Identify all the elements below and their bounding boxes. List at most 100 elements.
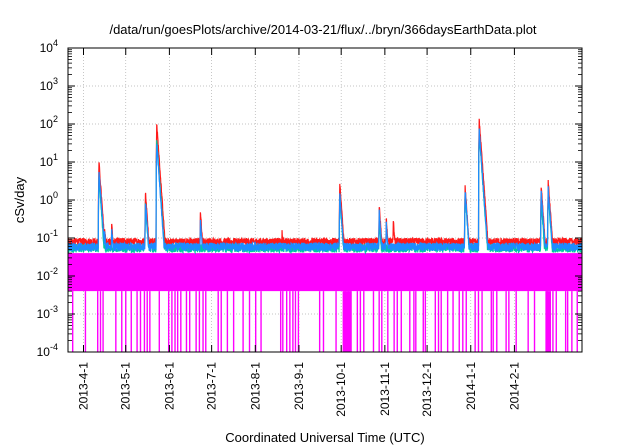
series-magenta-dropout [121, 291, 123, 352]
series-magenta-dropout [496, 291, 498, 352]
series-magenta-dropout [437, 291, 440, 352]
series-magenta-dropout [292, 291, 294, 352]
y-tick-label: 102 [40, 114, 58, 131]
series-magenta-dropout [576, 291, 578, 352]
series-magenta-dropout [381, 291, 383, 352]
series-magenta-dropout [115, 291, 117, 352]
series-magenta-dropout [289, 291, 291, 352]
y-tick-label: 100 [40, 190, 58, 207]
series-magenta-dropout [571, 291, 573, 352]
series-magenta-dropout [434, 291, 437, 352]
series-magenta-dropout [97, 291, 99, 352]
x-tick-label: 2013-5-1 [119, 362, 133, 410]
series-magenta-dropout [195, 291, 197, 352]
x-tick-label: 2014-2-1 [507, 362, 521, 410]
series-magenta-dropout [180, 291, 182, 352]
series-magenta-dropout [99, 291, 102, 352]
series-magenta-dropout [185, 291, 188, 352]
y-tick-label: 101 [40, 152, 58, 169]
series-magenta-dropout [474, 291, 476, 352]
y-tick-label: 103 [40, 76, 58, 93]
x-axis-label: Coordinated Universal Time (UTC) [225, 430, 424, 445]
series-magenta-dropout [136, 291, 138, 352]
series-magenta-dropout [465, 291, 467, 352]
y-axis-label: cSv/day [12, 176, 27, 223]
series-magenta-dropout [462, 291, 464, 352]
series-magenta-dropout [505, 291, 507, 352]
series-magenta-dropout [481, 291, 483, 352]
series-magenta-dropout [149, 291, 151, 352]
y-tick-label: 10-4 [37, 342, 58, 359]
series-magenta-dropout [477, 291, 480, 352]
series-magenta-dropout [217, 291, 219, 352]
series-magenta-dropout [490, 291, 492, 352]
series-magenta-dropout [413, 291, 415, 352]
series-magenta-dropout-block [545, 291, 552, 352]
series-magenta-dropout [415, 291, 417, 352]
series-magenta-dropout [143, 291, 146, 352]
series-magenta-dropout [125, 291, 127, 352]
series-magenta-dropout [359, 291, 362, 352]
series-magenta-dropout [566, 291, 569, 352]
series-blue-line [68, 128, 582, 253]
series-magenta-dropout [492, 291, 494, 352]
series-magenta-dropout [409, 291, 411, 352]
series-magenta-dropout [282, 291, 284, 352]
x-tick-label: 2013-6-1 [162, 362, 176, 410]
x-tick-label: 2013-10-1 [334, 362, 348, 417]
series-magenta-dropout [198, 291, 201, 352]
series-magenta-dropout [452, 291, 454, 352]
series-magenta-dropout [564, 291, 567, 352]
series-magenta-dropout [318, 291, 321, 352]
series-magenta-band [68, 253, 582, 292]
y-tick-label: 10-3 [37, 304, 58, 321]
series-magenta-dropout [248, 291, 251, 352]
series-magenta-dropout [350, 291, 352, 352]
y-tick-label: 10-2 [37, 266, 58, 283]
series-magenta-dropout [226, 291, 229, 352]
series-magenta-dropout [220, 291, 222, 352]
series-magenta-dropout [205, 291, 207, 352]
y-axis-ticks: 10-4 10-3 10-2 10-1 100 101 102 103 104 [37, 38, 582, 359]
series-magenta-dropout [446, 291, 449, 352]
series-magenta-dropout [322, 291, 325, 352]
series-magenta-dropout [255, 291, 257, 352]
series-magenta-dropout [533, 291, 536, 352]
y-tick-label: 104 [40, 38, 58, 55]
series-magenta-dropout [297, 291, 300, 352]
series-magenta-dropout [176, 291, 179, 352]
series-magenta-dropout [102, 291, 104, 352]
x-tick-label: 2013-7-1 [205, 362, 219, 410]
series-magenta-dropout [356, 291, 359, 352]
series-magenta-dropout [158, 291, 160, 352]
series-magenta-dropout [242, 291, 244, 352]
series-magenta-dropout [378, 291, 380, 352]
series-magenta-dropout [202, 291, 204, 352]
series-magenta-dropout [555, 291, 557, 352]
chart-title: /data/run/goesPlots/archive/2014-03-21/f… [109, 22, 536, 37]
series-magenta-dropout [171, 291, 173, 352]
x-axis-ticks: 2013-4-1 2013-5-1 2013-6-1 2013-7-1 2013-8-1… [76, 48, 521, 417]
series-magenta-dropout [552, 291, 554, 352]
y-tick-label: 10-1 [37, 228, 58, 245]
series-magenta-dropout [285, 291, 288, 352]
x-tick-label: 2013-11-1 [378, 362, 392, 416]
series-magenta-dropout [387, 291, 389, 352]
series-magenta-dropout [84, 291, 87, 352]
series-magenta-dropout-block [342, 291, 352, 352]
series-magenta-dropout [400, 291, 402, 352]
series-magenta-dropout [294, 291, 297, 352]
x-tick-label: 2013-8-1 [248, 362, 262, 410]
series-magenta-dropout [71, 291, 74, 352]
series-magenta-dropout [515, 291, 517, 352]
series-magenta-dropout [232, 291, 235, 352]
series-magenta-dropout [189, 291, 191, 352]
series-magenta-dropout [393, 291, 395, 352]
series-magenta-dropout [279, 291, 282, 352]
series-magenta-dropouts [71, 291, 578, 352]
series-magenta-dropout [167, 291, 170, 352]
series-magenta-dropout [508, 291, 510, 352]
series-magenta-dropout [335, 291, 337, 352]
series-magenta-dropout [440, 291, 442, 352]
